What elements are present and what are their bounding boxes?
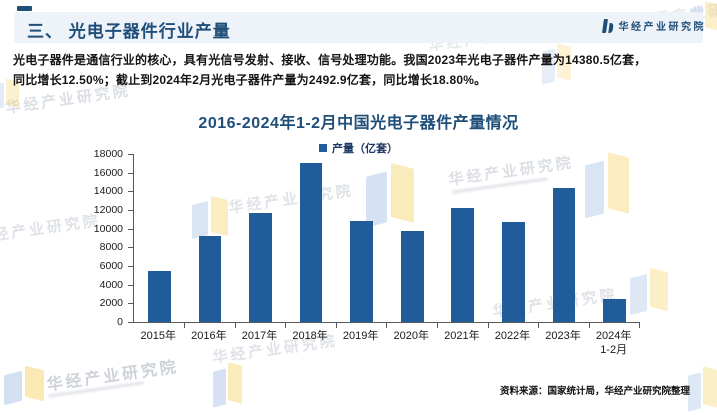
header-accent-tab [17, 6, 32, 11]
header-panel [14, 12, 703, 43]
y-tick-mark [128, 284, 133, 286]
bar-slot [488, 154, 539, 328]
y-tick-label: 12000 [93, 204, 123, 216]
y-tick-label: 2000 [99, 297, 123, 310]
intro-paragraph: 光电子器件是通信行业的核心，具有光信号发射、接收、信号处理功能。我国2023年光… [13, 51, 713, 90]
chart-legend: 产量（亿套） [0, 140, 717, 156]
y-tick-label: 10000 [93, 222, 123, 235]
bar [400, 231, 424, 322]
paragraph-line: 同比增长12.50%；截止到2024年2月光电子器件产量为2492.9亿套，同比… [13, 72, 487, 87]
legend-label: 产量（亿套） [332, 143, 398, 155]
y-tick-mark [128, 228, 133, 230]
bar-slot [286, 154, 337, 328]
y-tick-label: 6000 [99, 260, 123, 272]
x-axis-label: 2017年 [241, 330, 278, 342]
bar [603, 298, 627, 322]
bar-slot [589, 154, 641, 328]
bar [249, 212, 272, 322]
bar-slot [438, 154, 489, 328]
x-axis-label: 2018年 [292, 330, 328, 342]
y-tick-mark [128, 154, 133, 155]
x-axis-label: 2016年 [191, 330, 227, 342]
x-axis-label: 2023年 [545, 330, 581, 342]
y-tick-mark [128, 266, 133, 267]
chart-title: 2016-2024年1-2月中国光电子器件产量情况 [198, 115, 519, 132]
y-tick-mark [128, 247, 133, 249]
bar-slot [185, 154, 236, 328]
bar-slot [539, 154, 590, 328]
y-tick-label: 16000 [93, 166, 123, 179]
y-tick-mark [128, 303, 133, 305]
bar [552, 187, 576, 322]
paragraph-line: 光电子器件是通信行业的核心，具有光信号发射、接收、信号处理功能。我国2023年光… [13, 53, 647, 67]
bar [147, 271, 171, 322]
y-tick-label: 4000 [99, 278, 123, 291]
y-tick-mark [128, 191, 133, 193]
x-axis-label: 2019年 [342, 330, 379, 342]
y-tick-label: 18000 [93, 148, 123, 160]
y-tick-label: 14000 [93, 185, 123, 198]
x-axis-label: 2022年 [494, 330, 531, 342]
x-axis-labels: 2015年 2016年 2017年 2018年 2019年 2020年 2021年 2022年… [133, 329, 639, 357]
y-axis: 18000 16000 14000 12000 10000 8000 6000 4000 200… [88, 148, 133, 328]
page-title: 三、 光电子器件行业产量 [27, 22, 231, 41]
legend-swatch-icon [319, 144, 327, 152]
y-tick-mark [128, 172, 133, 174]
plot-area [133, 154, 641, 328]
y-tick-mark [128, 322, 133, 323]
x-axis-label: 2015年 [140, 330, 177, 342]
bar [502, 222, 525, 322]
company-logo: 华经产业研究院 [601, 18, 707, 33]
y-tick-label: 0 [117, 316, 123, 328]
bar-slot [336, 154, 388, 328]
bar [451, 207, 475, 322]
y-tick-mark [128, 210, 133, 211]
x-axis-label: 2024年 1-2月 [595, 330, 632, 356]
bar-slot [134, 154, 185, 328]
source-note: 资料来源：国家统计局，华经产业研究院整理 [499, 386, 690, 397]
huajing-logo-icon [601, 18, 614, 33]
bar-slot [387, 154, 438, 328]
bar [198, 235, 222, 322]
bar-chart: 18000 16000 14000 12000 10000 8000 6000 4000 200… [88, 148, 641, 357]
bar [299, 163, 323, 322]
y-tick-label: 8000 [99, 241, 123, 254]
bar [350, 220, 374, 322]
bar-slot [235, 154, 286, 328]
x-axis-label: 2020年 [393, 330, 429, 342]
x-axis-label: 2021年 [444, 330, 480, 342]
company-logo-text: 华经产业研究院 [618, 22, 706, 33]
